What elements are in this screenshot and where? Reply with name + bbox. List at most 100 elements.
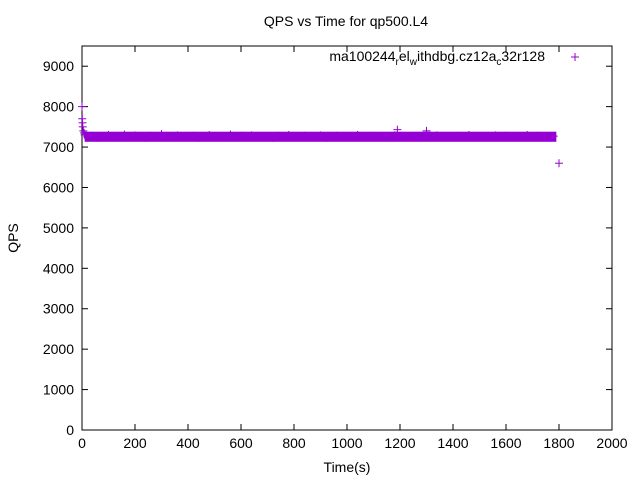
x-tick-label: 2000 [596, 435, 627, 451]
data-point [279, 132, 288, 141]
x-tick-label: 1200 [384, 435, 415, 451]
x-tick-label: 1400 [437, 435, 468, 451]
data-point [348, 133, 357, 142]
data-point [252, 133, 261, 142]
data-point [109, 133, 118, 142]
data-point [231, 132, 240, 141]
x-axis-ticks: 0 200 400 600 800 1000 1200 1400 1600 1800 2000 [78, 46, 628, 451]
data-point [327, 132, 336, 141]
data-point [242, 132, 251, 141]
legend-part-sub: c [496, 57, 501, 68]
data-point [189, 131, 198, 140]
data-point [396, 132, 404, 141]
data-point [104, 130, 113, 139]
data-point [422, 126, 431, 135]
data-point [83, 132, 92, 141]
legend-part: ma100244 [329, 48, 395, 64]
data-point [454, 131, 463, 140]
y-tick-label: 6000 [43, 179, 74, 195]
legend-label: ma100244relwithdbg.cz12ac32r128 [329, 48, 545, 68]
y-axis-ticks: 0 1000 2000 3000 4000 5000 6000 7000 8000 9000 [43, 58, 612, 438]
y-tick-label: 1000 [43, 382, 74, 398]
data-point [523, 130, 532, 139]
legend-part: el [399, 48, 410, 64]
data-point [411, 131, 420, 140]
data-point [449, 132, 457, 141]
data-point [152, 132, 161, 141]
y-tick-label: 2000 [43, 341, 74, 357]
data-point [141, 133, 150, 142]
data-point [406, 133, 415, 142]
data-point [221, 133, 230, 142]
data-point [136, 132, 145, 141]
data-point [502, 131, 510, 140]
data-point [237, 131, 245, 140]
legend-marker [571, 53, 579, 61]
data-point [512, 132, 521, 141]
data-point [427, 132, 436, 141]
x-axis-label: Time(s) [324, 459, 371, 475]
data-point [528, 133, 537, 142]
legend-part-sub: w [409, 57, 418, 68]
data-point [79, 126, 88, 135]
y-tick-label: 7000 [43, 139, 74, 155]
data-point [401, 132, 410, 141]
data-point [486, 132, 495, 141]
x-tick-label: 400 [176, 435, 200, 451]
data-point [343, 132, 351, 141]
x-tick-label: 0 [78, 435, 86, 451]
data-point [93, 133, 102, 142]
data-point [295, 133, 304, 142]
y-tick-label: 5000 [43, 220, 74, 236]
data-point [78, 122, 87, 131]
data-point [316, 131, 325, 140]
data-point [438, 133, 447, 142]
data-point [305, 132, 314, 141]
data-point [115, 132, 124, 141]
data-point [125, 132, 134, 141]
data-point [385, 132, 394, 141]
plot-border [81, 45, 613, 431]
data-point [178, 132, 187, 141]
x-tick-label: 200 [123, 435, 147, 451]
data-point [390, 131, 399, 140]
data-point [491, 131, 500, 140]
data-point [332, 131, 341, 140]
data-point [549, 132, 558, 141]
data-point [459, 132, 468, 141]
data-point [168, 133, 177, 142]
data-point [131, 131, 139, 140]
data-point [433, 131, 442, 140]
data-point [284, 130, 293, 139]
data-point [146, 131, 155, 140]
data-point [417, 132, 426, 141]
legend-part-sub: r [396, 57, 400, 68]
data-point [290, 132, 298, 141]
data-point [194, 133, 203, 142]
series-qps [78, 102, 563, 168]
data-point [80, 128, 89, 137]
x-tick-label: 600 [229, 435, 253, 451]
data-point [544, 132, 553, 141]
x-tick-label: 1600 [490, 435, 521, 451]
x-tick-label: 1000 [331, 435, 362, 451]
data-point [311, 132, 320, 141]
y-axis-label: QPS [5, 223, 21, 253]
data-point [374, 133, 383, 142]
data-point [247, 131, 256, 140]
data-point [274, 131, 283, 140]
data-point [517, 132, 526, 141]
y-tick-label: 4000 [43, 260, 74, 276]
data-point [210, 132, 219, 141]
data-point [88, 131, 97, 140]
data-point [555, 159, 563, 168]
data-point [226, 130, 235, 139]
data-point [162, 132, 171, 141]
data-point [215, 132, 224, 141]
data-point [157, 130, 166, 139]
data-point [393, 125, 402, 134]
data-point [464, 130, 473, 139]
data-point [369, 131, 378, 140]
x-tick-label: 800 [282, 435, 306, 451]
